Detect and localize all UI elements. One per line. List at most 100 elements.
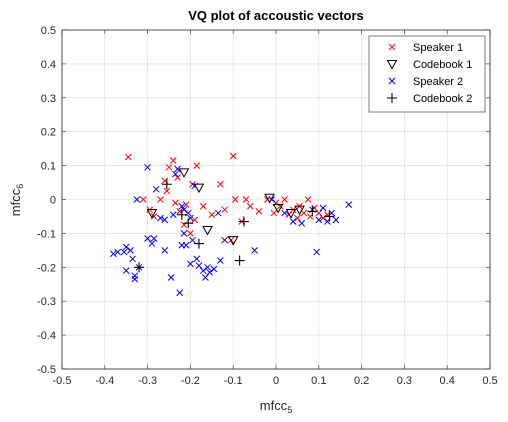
data-points	[110, 152, 353, 297]
x-tick-label: 0.5	[482, 375, 497, 387]
data-point	[183, 218, 194, 229]
data-point	[122, 267, 130, 275]
data-point	[165, 163, 173, 171]
data-point	[169, 211, 177, 219]
data-point	[122, 243, 130, 251]
data-point	[189, 236, 196, 244]
data-point	[178, 168, 190, 178]
data-point	[255, 208, 263, 215]
data-point	[210, 265, 218, 273]
data-point	[242, 196, 250, 203]
data-point	[268, 196, 276, 203]
x-tick-label: 0	[273, 375, 279, 387]
y-tick-label: 0	[50, 195, 56, 207]
data-point	[193, 238, 204, 249]
x-tick-label: -0.4	[95, 375, 114, 387]
data-point	[214, 209, 222, 217]
x-tick-label: 0.3	[397, 375, 412, 387]
data-point	[144, 235, 151, 242]
data-point	[161, 216, 169, 224]
data-point	[133, 196, 141, 203]
data-point	[182, 201, 190, 208]
data-point	[315, 216, 323, 224]
data-point	[281, 196, 288, 203]
y-tick-label: 0.2	[41, 127, 56, 139]
data-point	[193, 162, 201, 169]
x-tick-label: 0.1	[311, 375, 326, 387]
data-point	[178, 202, 186, 210]
y-tick-label: 0.1	[41, 161, 56, 173]
data-point	[150, 235, 158, 242]
data-point	[193, 255, 201, 263]
data-point	[202, 226, 213, 236]
x-tick-label: -0.3	[138, 375, 157, 387]
y-tick-label: -0.3	[37, 296, 56, 308]
x-axis-label: mfcc5	[260, 398, 292, 415]
series-2	[146, 168, 305, 246]
legend-entry-speaker-2: Speaker 2	[413, 76, 463, 88]
data-point	[110, 250, 117, 258]
data-point	[174, 165, 181, 173]
legend-marker	[388, 43, 396, 51]
legend-entry-codebook-2: Codebook 2	[413, 93, 472, 105]
data-point	[270, 209, 278, 217]
data-point	[176, 209, 187, 220]
data-point	[345, 201, 353, 208]
data-point	[180, 230, 188, 237]
y-tick-label: -0.5	[37, 364, 56, 376]
legend-marker	[387, 93, 397, 103]
x-tick-label: -0.2	[181, 375, 200, 387]
data-point	[131, 275, 139, 283]
data-point	[124, 153, 132, 161]
data-point	[294, 214, 301, 222]
axes: -0.5 -0.4 -0.3 -0.2 -0.1 0 0.1 0.2 0.3 0.4 0.5 -0.5…	[37, 25, 498, 387]
x-tick-label: 0.2	[354, 375, 369, 387]
data-point	[157, 214, 164, 222]
x-tick-label: -0.1	[224, 375, 243, 387]
data-point	[246, 202, 254, 210]
data-point	[221, 206, 228, 214]
data-point	[146, 209, 158, 219]
data-point	[313, 248, 321, 256]
legend-markers	[386, 43, 398, 103]
data-point	[148, 240, 156, 247]
data-point	[217, 180, 224, 188]
data-point	[319, 204, 327, 212]
data-point	[227, 236, 239, 246]
data-point	[134, 262, 145, 273]
x-tick-label: -0.5	[53, 375, 72, 387]
data-point	[332, 216, 340, 224]
data-point	[114, 248, 121, 256]
data-point	[281, 209, 288, 217]
data-point	[161, 246, 169, 254]
data-point	[199, 202, 207, 210]
series-4	[134, 179, 335, 273]
data-point	[272, 203, 284, 214]
data-point	[191, 216, 199, 224]
data-point	[150, 213, 158, 220]
data-point	[163, 187, 171, 195]
data-point	[217, 257, 224, 264]
legend-marker	[388, 77, 396, 85]
data-point	[234, 255, 245, 266]
data-point	[251, 246, 258, 254]
data-point	[127, 246, 134, 254]
y-tick-label: -0.4	[37, 330, 56, 342]
data-point	[195, 262, 203, 269]
data-point	[187, 260, 194, 268]
data-point	[231, 196, 239, 203]
legend-entry-codebook-1: Codebook 1	[413, 59, 472, 71]
data-point	[294, 205, 305, 216]
y-axis-label: mfcc6	[8, 184, 25, 216]
legend-box	[368, 35, 486, 113]
y-tick-label: -0.1	[37, 228, 56, 240]
data-point	[221, 236, 228, 244]
data-point	[202, 274, 209, 281]
data-point	[152, 185, 160, 193]
legend-marker	[386, 60, 398, 70]
data-point	[324, 211, 335, 222]
data-point	[172, 199, 179, 207]
data-point	[304, 196, 312, 203]
